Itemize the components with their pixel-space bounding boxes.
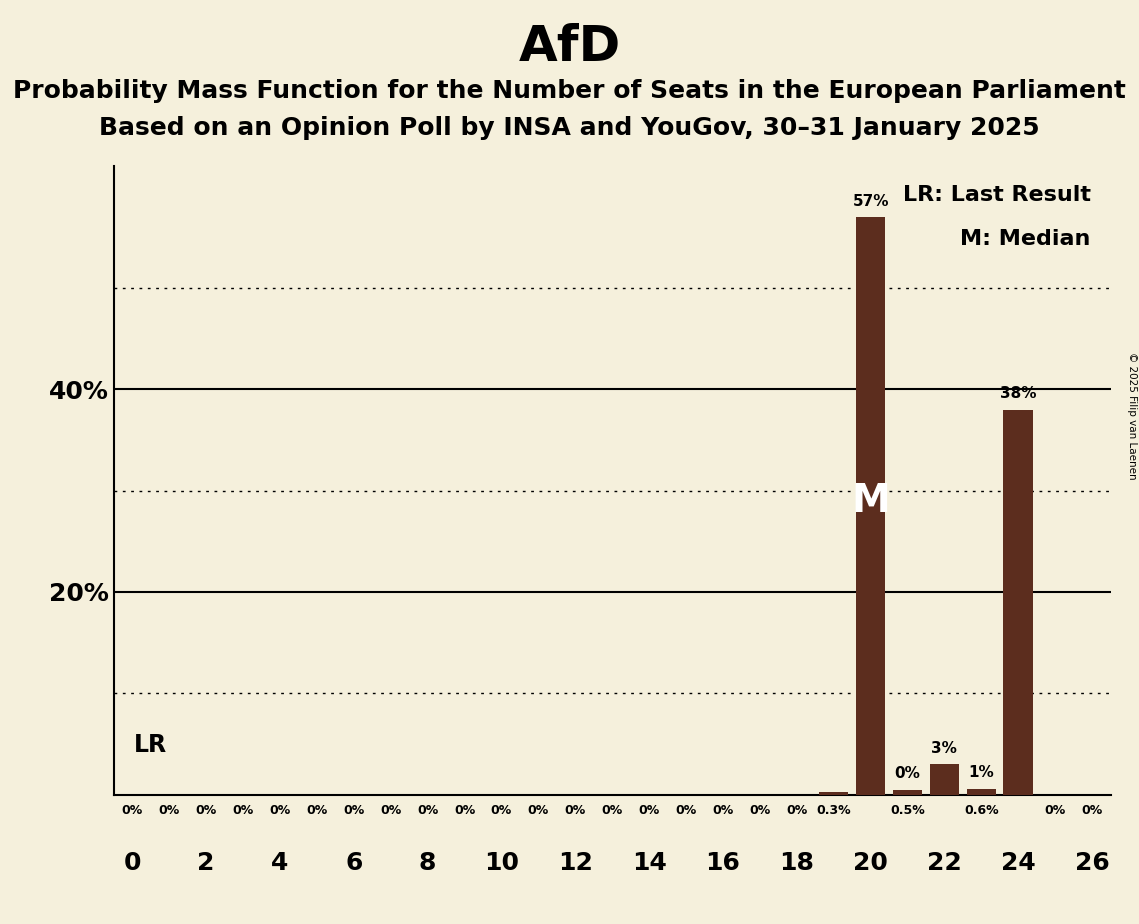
Text: 0%: 0% bbox=[122, 804, 144, 817]
Text: LR: LR bbox=[134, 733, 167, 757]
Text: 0%: 0% bbox=[639, 804, 659, 817]
Text: M: M bbox=[851, 481, 890, 519]
Text: © 2025 Filip van Laenen: © 2025 Filip van Laenen bbox=[1126, 352, 1137, 480]
Text: 4: 4 bbox=[271, 851, 288, 875]
Bar bbox=[819, 792, 849, 795]
Text: 0.3%: 0.3% bbox=[817, 804, 851, 817]
Text: 0%: 0% bbox=[343, 804, 364, 817]
Text: 16: 16 bbox=[705, 851, 740, 875]
Text: 20: 20 bbox=[853, 851, 888, 875]
Text: 0%: 0% bbox=[712, 804, 734, 817]
Text: 3%: 3% bbox=[932, 741, 958, 756]
Text: 1%: 1% bbox=[968, 765, 994, 781]
Text: 0%: 0% bbox=[601, 804, 623, 817]
Text: 24: 24 bbox=[1001, 851, 1035, 875]
Text: 57%: 57% bbox=[852, 194, 888, 209]
Text: 0%: 0% bbox=[1044, 804, 1066, 817]
Text: 8: 8 bbox=[419, 851, 436, 875]
Text: AfD: AfD bbox=[518, 23, 621, 71]
Text: 0%: 0% bbox=[158, 804, 180, 817]
Text: 0%: 0% bbox=[306, 804, 328, 817]
Text: Probability Mass Function for the Number of Seats in the European Parliament: Probability Mass Function for the Number… bbox=[13, 79, 1126, 103]
Text: 0.6%: 0.6% bbox=[964, 804, 999, 817]
Text: 0%: 0% bbox=[196, 804, 216, 817]
Text: 0.5%: 0.5% bbox=[891, 804, 925, 817]
Bar bbox=[893, 790, 923, 795]
Text: 0%: 0% bbox=[527, 804, 549, 817]
Text: 0%: 0% bbox=[786, 804, 808, 817]
Bar bbox=[929, 764, 959, 795]
Text: 38%: 38% bbox=[1000, 386, 1036, 401]
Text: 0%: 0% bbox=[380, 804, 401, 817]
Text: 0%: 0% bbox=[894, 767, 920, 782]
Text: 0%: 0% bbox=[454, 804, 475, 817]
Text: 0%: 0% bbox=[417, 804, 439, 817]
Text: 12: 12 bbox=[558, 851, 592, 875]
Bar bbox=[967, 788, 997, 795]
Text: 2: 2 bbox=[197, 851, 215, 875]
Text: 26: 26 bbox=[1075, 851, 1109, 875]
Text: 14: 14 bbox=[632, 851, 666, 875]
Text: 0%: 0% bbox=[491, 804, 513, 817]
Text: 0%: 0% bbox=[565, 804, 585, 817]
Text: 10: 10 bbox=[484, 851, 519, 875]
Text: 0%: 0% bbox=[1081, 804, 1103, 817]
Text: 0%: 0% bbox=[232, 804, 254, 817]
Bar bbox=[855, 217, 885, 795]
Text: 18: 18 bbox=[779, 851, 814, 875]
Text: 6: 6 bbox=[345, 851, 362, 875]
Text: 22: 22 bbox=[927, 851, 961, 875]
Text: 0%: 0% bbox=[749, 804, 770, 817]
Bar bbox=[1003, 409, 1033, 795]
Text: 0%: 0% bbox=[675, 804, 697, 817]
Text: 0%: 0% bbox=[270, 804, 290, 817]
Text: LR: Last Result: LR: Last Result bbox=[902, 185, 1091, 205]
Text: Based on an Opinion Poll by INSA and YouGov, 30–31 January 2025: Based on an Opinion Poll by INSA and You… bbox=[99, 116, 1040, 140]
Text: M: Median: M: Median bbox=[960, 229, 1091, 249]
Text: 0: 0 bbox=[124, 851, 141, 875]
